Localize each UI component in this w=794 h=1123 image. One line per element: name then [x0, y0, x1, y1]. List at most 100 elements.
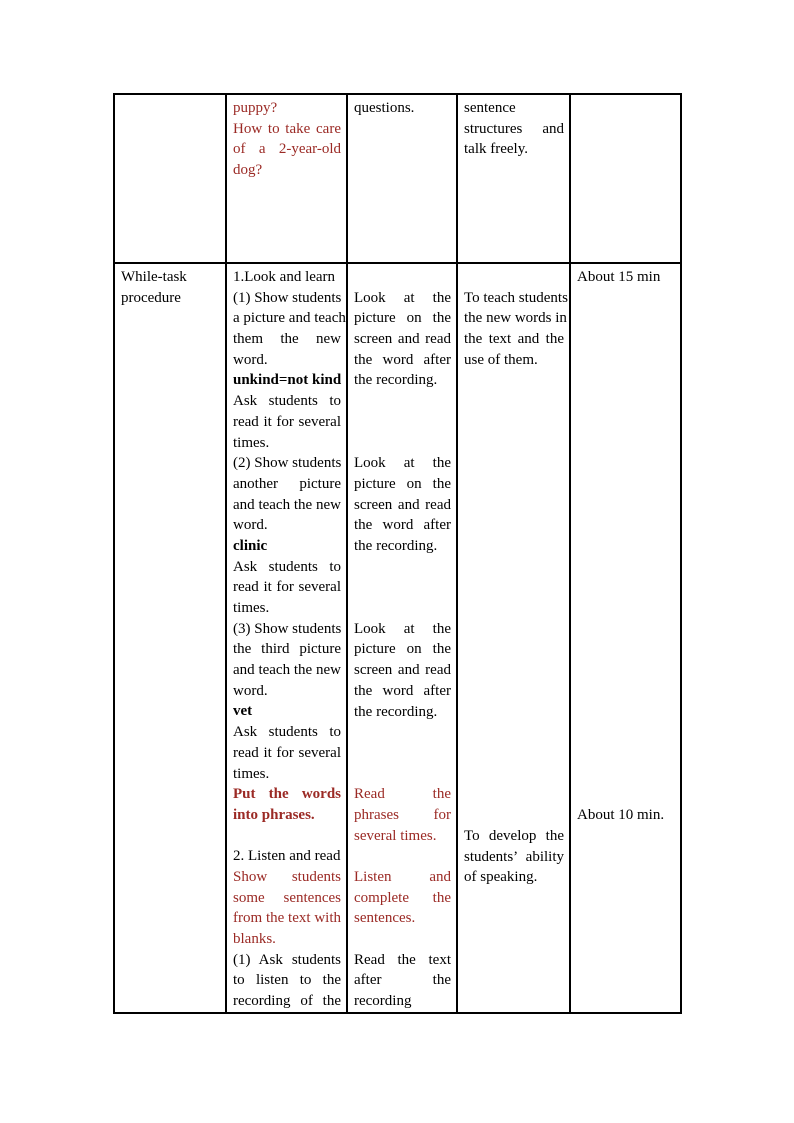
text-line: the word after: [354, 682, 451, 699]
text-line: the word after: [354, 517, 451, 534]
text-line: picture on the: [354, 641, 451, 658]
text-line: some sentences: [233, 889, 341, 906]
text-line: (1) Show students: [233, 289, 342, 306]
text-line: How to take care: [233, 120, 341, 137]
text-line: screen and read: [354, 496, 451, 513]
text-line: Ask students to: [233, 393, 341, 410]
text-line: dog?: [233, 162, 263, 179]
text-line: word.: [233, 517, 268, 534]
text-line: recording: [354, 993, 412, 1010]
cell-teacher-activity: puppy? How to take care of a 2-year-old dog…: [225, 93, 348, 264]
text-line: of speaking.: [464, 869, 538, 886]
teacher-step-highlight: Show students some sentences from the text…: [233, 867, 341, 950]
text-line: procedure: [121, 289, 181, 306]
table-row-continuation: puppy? How to take care of a 2-year-old dog…: [113, 93, 682, 264]
text-line: the new words in: [464, 310, 567, 327]
cell-student-activity: questions.: [346, 93, 458, 264]
cell-stage: [113, 93, 227, 264]
text-line: times.: [233, 600, 270, 616]
teacher-step-highlight: Put the words into phrases.: [233, 784, 341, 825]
text-line: questions.: [354, 100, 415, 116]
text-line: Listen and: [354, 869, 451, 886]
cell-time: [569, 93, 682, 264]
text-line: talk freely.: [464, 141, 528, 158]
student-step: Look at the picture on the screen and read…: [354, 288, 451, 391]
text-line: 2. Listen and read: [233, 848, 341, 865]
text-line: use of them.: [464, 351, 538, 368]
cell-purpose: sentence structures and talk freely.: [456, 93, 571, 264]
text-line: Look at the: [354, 455, 451, 472]
purpose-item: To teach students the new words in the tex…: [464, 288, 568, 371]
text-line: Look at the: [354, 289, 451, 306]
text-line: the recording.: [354, 537, 438, 554]
text-line: them the new: [233, 331, 341, 348]
cell-stage: While-task procedure: [113, 262, 227, 1014]
text-line: Put the words: [233, 786, 341, 803]
text-line: screen and read: [354, 662, 451, 679]
text-line: Ask students to: [233, 724, 341, 741]
text-line: a picture and teach: [233, 310, 346, 327]
text-line: sentence: [464, 100, 516, 116]
text-line: picture on the: [354, 475, 451, 492]
text-line: (1) Ask students: [233, 951, 341, 968]
student-step: Read the text after the recording: [354, 950, 451, 1011]
stage-title: While-task procedure: [121, 267, 220, 308]
teacher-step: (1) Ask students to listen to the recordin…: [233, 950, 341, 1011]
time-allocation: About 15 min: [577, 267, 675, 288]
time-allocation: About 10 min.: [577, 805, 675, 826]
new-word: clinic: [233, 536, 341, 557]
text-line: Look at the: [354, 620, 451, 637]
text-line: of a 2-year-old: [233, 141, 341, 158]
text-line: the third picture: [233, 641, 341, 658]
text-line: unkind=not kind: [233, 372, 342, 389]
cell-time: About 15 min About 10 min.: [569, 262, 682, 1014]
lesson-plan-table: puppy? How to take care of a 2-year-old dog…: [113, 93, 682, 1014]
cell-purpose: To teach students the new words in the tex…: [456, 262, 571, 1014]
student-step-highlight: Listen and complete the sentences.: [354, 867, 451, 929]
text-line: picture on the: [354, 310, 451, 327]
text-line: clinic: [233, 537, 268, 554]
text-line: While-task: [121, 269, 187, 285]
text-line: To teach students: [464, 289, 568, 306]
cell-student-activity: Look at the picture on the screen and read…: [346, 262, 458, 1014]
continued-question: puppy?: [233, 98, 341, 119]
text-line: word.: [233, 682, 268, 699]
student-step: Look at the picture on the screen and read…: [354, 619, 451, 722]
cell-teacher-activity: 1.Look and learn (1) Show students a pictu…: [225, 262, 348, 1014]
text-line: complete the: [354, 889, 451, 906]
text-line: another picture: [233, 475, 341, 492]
teacher-step: Ask students to read it for several times.: [233, 557, 341, 619]
text-line: several times.: [354, 827, 437, 844]
student-step-highlight: Read the phrases for several times.: [354, 784, 451, 846]
new-word: unkind=not kind: [233, 370, 341, 391]
text-line: and teach the new: [233, 662, 341, 679]
text-line: (3) Show students: [233, 620, 342, 637]
teacher-step: (3) Show students the third picture and te…: [233, 619, 341, 702]
text-line: times.: [233, 765, 270, 782]
text-line: read it for several: [233, 744, 341, 761]
text-line: Ask students to: [233, 558, 341, 575]
text-line: About 10 min.: [577, 807, 665, 824]
text-line: from the text with: [233, 910, 341, 927]
text-line: structures and: [464, 120, 564, 137]
text-line: to listen to the: [233, 972, 341, 989]
text-line: Show students: [233, 868, 341, 885]
text-line: times.: [233, 434, 270, 451]
text-line: About 15 min: [577, 269, 661, 285]
text-line: the word after: [354, 351, 451, 368]
text-line: word.: [233, 351, 268, 368]
activity-heading: 2. Listen and read: [233, 846, 341, 867]
new-word: vet: [233, 701, 341, 722]
text-line: screen and read: [354, 331, 451, 348]
text-line: Read the text: [354, 951, 451, 968]
teacher-step: Ask students to read it for several times.: [233, 391, 341, 453]
text-line: puppy?: [233, 100, 278, 116]
text-line: vet: [233, 703, 253, 720]
text-line: read it for several: [233, 413, 341, 430]
teacher-step: Ask students to read it for several times.: [233, 722, 341, 784]
text-line: sentences.: [354, 910, 416, 927]
text-line: the recording.: [354, 372, 438, 389]
student-step: Look at the picture on the screen and read…: [354, 453, 451, 556]
text-line: into phrases.: [233, 806, 315, 823]
